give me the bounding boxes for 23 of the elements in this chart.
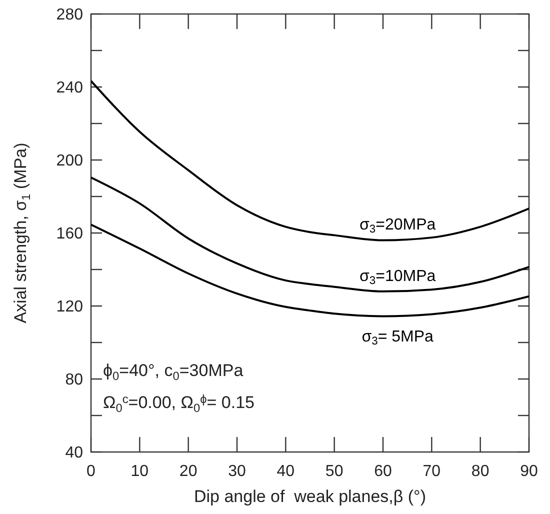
series-label: σ$_{3}$=20MPa	[360, 216, 436, 236]
annotation: ϕ$_{0}$=40°, c$_{0}$=30MPa	[103, 361, 244, 383]
x-tick-label: 0	[86, 463, 96, 480]
x-tick-label: 80	[471, 463, 490, 480]
x-tick-label: 30	[228, 463, 246, 480]
series-label: σ$_{3}$= 5MPa	[362, 328, 434, 348]
y-tick-label: 80	[65, 372, 84, 389]
x-tick-label: 70	[422, 463, 441, 480]
x-tick-label: 50	[325, 463, 344, 480]
y-tick-label: 120	[56, 298, 84, 316]
x-axis-title: Dip angle of weak planes,β (°)	[194, 487, 426, 506]
x-tick-label: 20	[179, 463, 198, 480]
x-tick-label: 60	[374, 463, 392, 480]
y-tick-label: 200	[56, 152, 84, 170]
annotation: Ω$_{0}$$^{c}$=0.00, Ω$_{0}$$^{ϕ}$= 0.15	[103, 392, 255, 415]
x-tick-label: 10	[130, 463, 149, 480]
y-tick-label: 160	[56, 226, 84, 243]
series-label: σ$_{3}$=10MPa	[360, 268, 436, 288]
y-tick-label: 240	[56, 80, 84, 97]
x-tick-label: 90	[520, 463, 538, 480]
y-tick-label: 40	[65, 444, 84, 462]
x-tick-label: 40	[276, 463, 295, 480]
y-tick-label: 280	[56, 6, 84, 24]
